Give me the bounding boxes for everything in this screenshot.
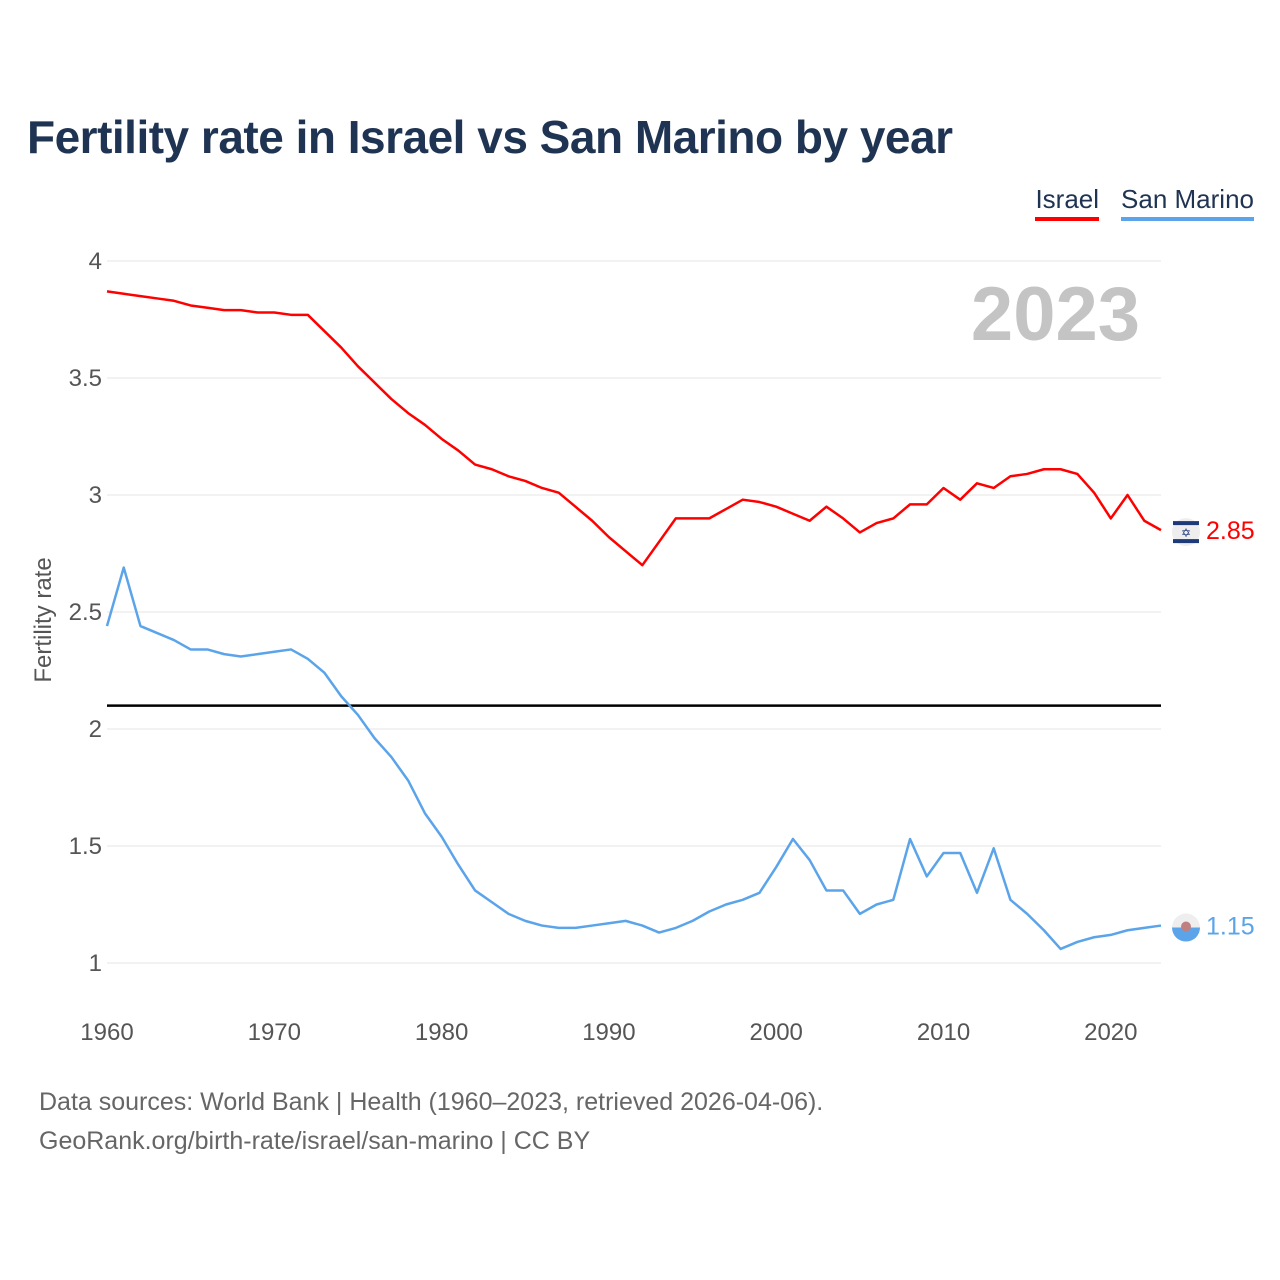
end-value-label: 2.85 [1206, 517, 1255, 545]
x-tick-label: 2000 [750, 1019, 803, 1046]
legend: Israel San Marino [1035, 184, 1254, 221]
israel-flag-icon: ✡ [1172, 518, 1200, 547]
chart-title: Fertility rate in Israel vs San Marino b… [27, 111, 953, 163]
series-line-san-marino [105, 566, 1162, 951]
flag-lower-half [1172, 927, 1200, 942]
y-tick-label: 2.5 [69, 599, 102, 626]
year-watermark: 2023 [971, 272, 1140, 357]
source-text: Data sources: World Bank | Health (1960–… [39, 1088, 824, 1116]
star-of-david-icon: ✡ [1181, 526, 1191, 540]
x-tick-label: 1960 [80, 1019, 133, 1046]
series-line-israel [106, 290, 1162, 567]
end-value-label: 1.15 [1206, 913, 1255, 941]
y-tick-label: 1.5 [69, 833, 102, 860]
legend-israel[interactable]: Israel [1035, 184, 1100, 221]
y-tick-label: 2 [89, 716, 102, 743]
y-tick-label: 1 [89, 950, 102, 977]
coat-of-arms-icon [1181, 921, 1191, 932]
flag-stripe [1173, 539, 1199, 544]
x-tick-label: 2010 [917, 1019, 970, 1046]
legend-san-marino[interactable]: San Marino [1121, 184, 1254, 221]
y-tick-label: 3 [89, 482, 102, 509]
y-tick-label: 3.5 [69, 365, 102, 392]
y-axis-label: Fertility rate [30, 557, 57, 682]
x-tick-label: 1980 [415, 1019, 468, 1046]
san-marino-flag-icon [1172, 913, 1200, 942]
x-tick-label: 1970 [248, 1019, 301, 1046]
source-link[interactable]: GeoRank.org/birth-rate/israel/san-marino… [39, 1127, 591, 1155]
y-tick-label: 4 [89, 248, 102, 275]
x-tick-label: 2020 [1084, 1019, 1137, 1046]
x-tick-label: 1990 [582, 1019, 635, 1046]
flag-stripe [1173, 521, 1199, 526]
